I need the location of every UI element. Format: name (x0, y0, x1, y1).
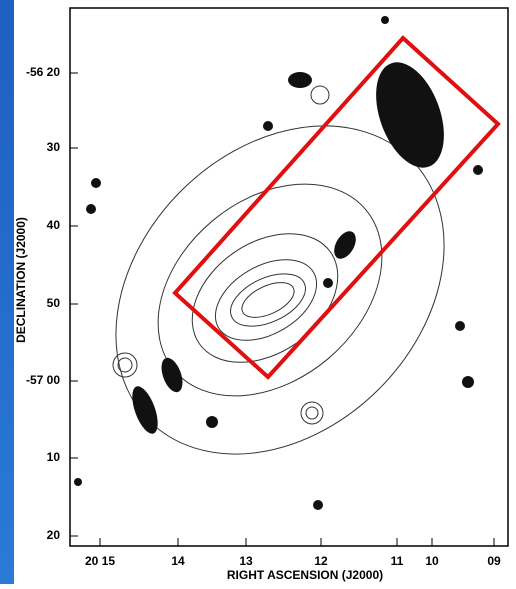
y-tick-label: 30 (47, 140, 61, 154)
y-tick-label: 20 (47, 528, 61, 542)
y-tick-label: -57 00 (26, 373, 60, 387)
y-tick-label: 40 (47, 218, 61, 232)
x-tick-label: 13 (239, 554, 253, 568)
slide: DECLINATION (J2000) RIGHT ASCENSION (J20… (0, 0, 516, 584)
y-tick-label: -56 20 (26, 65, 60, 79)
x-tick-label: 09 (487, 554, 501, 568)
x-axis-label: RIGHT ASCENSION (J2000) (227, 568, 383, 582)
x-tick-label: 10 (425, 554, 439, 568)
figure-panel (14, 0, 516, 584)
y-axis-label: DECLINATION (J2000) (14, 217, 28, 343)
x-tick-label: 11 (391, 554, 404, 568)
x-tick-label: 20 15 (85, 554, 115, 568)
y-tick-label: 50 (47, 296, 61, 310)
x-tick-label: 12 (314, 554, 328, 568)
y-tick-label: 10 (47, 450, 61, 464)
x-tick-label: 14 (171, 554, 185, 568)
